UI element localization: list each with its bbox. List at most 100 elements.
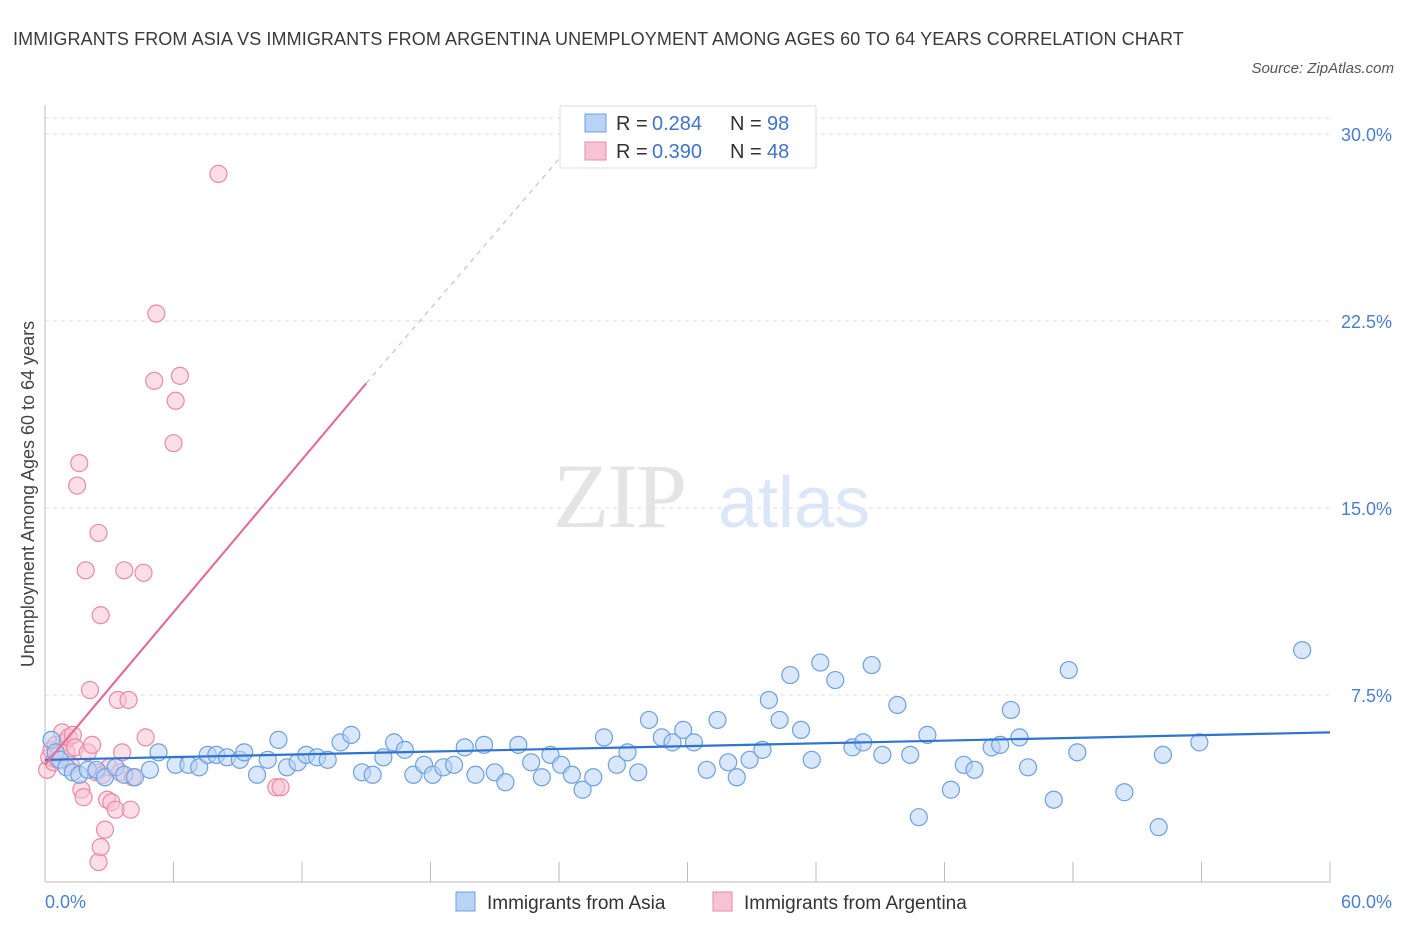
asia-point-64 xyxy=(697,760,716,779)
asia-point-12 xyxy=(140,760,160,779)
y-tick-label-1: 15.0% xyxy=(1341,499,1392,519)
asia-point-80 xyxy=(873,745,892,764)
legend-swatch-argentina xyxy=(584,141,607,161)
asia-point-48 xyxy=(522,753,541,772)
bottom-legend-swatch-asia xyxy=(455,891,476,912)
argentina-point-35 xyxy=(112,743,132,762)
asia-point-36 xyxy=(395,740,414,759)
asia-point-33 xyxy=(363,765,382,784)
argentina-point-43 xyxy=(147,304,166,323)
argentina-point-14 xyxy=(68,476,87,495)
asia-point-96 xyxy=(1115,783,1134,802)
y-tick-label-2: 22.5% xyxy=(1341,312,1392,332)
legend-n-label-argentina: N = xyxy=(730,141,762,163)
argentina-point-42 xyxy=(145,371,164,390)
asia-point-70 xyxy=(759,690,778,710)
asia-point-31 xyxy=(342,725,361,744)
asia-point-93 xyxy=(1044,790,1063,809)
asia-point-98 xyxy=(1153,745,1173,764)
asia-point-68 xyxy=(740,750,759,769)
trend-line-argentina xyxy=(44,382,368,766)
asia-point-59 xyxy=(639,710,659,730)
asia-point-91 xyxy=(1010,728,1029,747)
argentina-point-20 xyxy=(80,680,100,700)
legend-n-value-argentina: 48 xyxy=(767,141,789,163)
asia-point-74 xyxy=(802,750,821,769)
asia-point-94 xyxy=(1059,660,1078,680)
bottom-legend-label-argentina: Immigrants from Argentina xyxy=(744,893,967,914)
asia-point-53 xyxy=(573,780,592,799)
asia-point-16 xyxy=(190,758,209,777)
asia-point-24 xyxy=(269,730,288,749)
argentina-point-44 xyxy=(164,434,183,453)
asia-point-95 xyxy=(1068,743,1087,762)
asia-point-49 xyxy=(532,768,551,787)
asia-point-81 xyxy=(888,695,907,715)
trend-lines xyxy=(44,133,1331,766)
argentina-point-49 xyxy=(271,778,290,797)
asia-point-46 xyxy=(496,773,515,792)
argentina-point-17 xyxy=(74,788,93,807)
asia-point-43 xyxy=(466,765,485,784)
asia-point-56 xyxy=(607,755,626,774)
asia-point-11 xyxy=(125,768,145,787)
asia-point-55 xyxy=(594,728,614,747)
series-asia-points xyxy=(42,641,1312,837)
asia-point-54 xyxy=(584,768,603,787)
asia-point-42 xyxy=(455,738,474,757)
source-label: Source: ZipAtlas.com xyxy=(1251,60,1394,77)
asia-point-66 xyxy=(719,753,738,772)
watermark-atlas: atlas xyxy=(718,463,870,543)
bottom-legend-label-asia: Immigrants from Asia xyxy=(487,893,666,914)
argentina-point-38 xyxy=(121,800,140,819)
asia-point-82 xyxy=(901,745,920,764)
asia-point-90 xyxy=(1001,700,1020,720)
asia-point-97 xyxy=(1149,818,1168,837)
argentina-point-47 xyxy=(209,164,228,183)
argentina-point-24 xyxy=(89,852,108,872)
grid-lines xyxy=(45,117,1330,696)
watermark: ZIP atlas xyxy=(553,445,870,547)
trend-line-asia xyxy=(44,731,1331,761)
argentina-point-36 xyxy=(115,561,134,580)
asia-point-83 xyxy=(909,808,928,827)
tick-labels: 7.5% 15.0% 22.5% 30.0% 0.0% 60.0% xyxy=(45,125,1392,912)
argentina-point-26 xyxy=(91,837,110,857)
y-axis-label: Unemployment Among Ages 60 to 64 years xyxy=(18,321,38,667)
asia-point-52 xyxy=(562,765,581,784)
argentina-point-25 xyxy=(91,606,110,625)
legend-n-label-asia: N = xyxy=(730,113,762,135)
asia-point-79 xyxy=(862,655,881,675)
chart-title: IMMIGRANTS FROM ASIA VS IMMIGRANTS FROM … xyxy=(13,29,1184,49)
asia-point-71 xyxy=(770,710,789,730)
argentina-point-15 xyxy=(70,454,89,473)
legend-n-value-asia: 98 xyxy=(767,113,789,135)
x-tick-label-1: 60.0% xyxy=(1341,892,1392,912)
asia-point-84 xyxy=(918,725,937,744)
argentina-point-18 xyxy=(76,561,95,580)
trend-line-argentina-extension xyxy=(365,133,581,384)
asia-point-85 xyxy=(941,780,961,799)
legend-swatch-asia xyxy=(584,113,607,133)
series-legend: Immigrants from Asia Immigrants from Arg… xyxy=(455,891,967,914)
legend-r-label-argentina: R = xyxy=(616,141,648,163)
asia-point-63 xyxy=(684,733,704,752)
asia-point-67 xyxy=(727,768,746,787)
asia-point-41 xyxy=(444,755,464,774)
asia-point-76 xyxy=(826,670,845,690)
asia-point-44 xyxy=(474,735,494,754)
watermark-zip: ZIP xyxy=(553,445,685,547)
y-tick-label-3: 30.0% xyxy=(1341,125,1392,145)
bottom-legend-swatch-argentina xyxy=(712,891,733,912)
asia-point-65 xyxy=(708,710,727,730)
legend-r-value-argentina: 0.390 xyxy=(652,141,702,163)
asia-point-72 xyxy=(781,665,800,685)
x-tick-label-0: 0.0% xyxy=(45,892,86,912)
argentina-point-23 xyxy=(89,523,108,543)
asia-point-92 xyxy=(1018,758,1038,777)
argentina-point-21 xyxy=(83,735,102,754)
asia-point-29 xyxy=(318,750,337,769)
asia-point-21 xyxy=(235,743,254,762)
asia-point-22 xyxy=(247,765,267,784)
